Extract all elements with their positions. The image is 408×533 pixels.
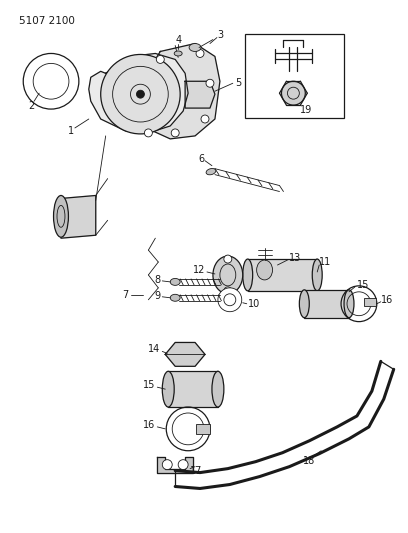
Text: 15: 15 (143, 380, 155, 390)
Circle shape (156, 55, 164, 63)
Ellipse shape (170, 294, 180, 301)
Text: 16: 16 (143, 420, 155, 430)
Ellipse shape (206, 168, 216, 175)
Circle shape (171, 129, 179, 137)
Text: 14: 14 (148, 344, 160, 354)
Text: 9: 9 (154, 291, 160, 301)
Polygon shape (89, 53, 188, 133)
Polygon shape (157, 457, 193, 473)
Text: 5: 5 (235, 78, 241, 88)
Ellipse shape (312, 259, 322, 291)
Circle shape (162, 459, 172, 470)
Circle shape (196, 50, 204, 58)
Bar (245, 34, 344, 118)
Circle shape (101, 54, 180, 134)
Text: 5107 2100: 5107 2100 (19, 15, 75, 26)
Text: 8: 8 (154, 275, 160, 285)
Bar (304, 290, 349, 318)
Ellipse shape (257, 260, 273, 280)
Ellipse shape (213, 256, 243, 294)
Polygon shape (140, 44, 220, 139)
Bar (364, 298, 376, 306)
Ellipse shape (189, 44, 201, 52)
Ellipse shape (344, 290, 354, 318)
Circle shape (136, 90, 144, 98)
Text: 6: 6 (199, 154, 205, 164)
Polygon shape (61, 196, 96, 238)
Text: 4: 4 (175, 35, 181, 45)
Text: 12: 12 (193, 265, 205, 275)
Bar (248, 259, 317, 291)
Circle shape (201, 115, 209, 123)
Circle shape (144, 129, 152, 137)
Circle shape (218, 288, 242, 312)
Polygon shape (165, 343, 205, 366)
Text: 16: 16 (381, 295, 393, 305)
Text: 2: 2 (28, 101, 34, 111)
Ellipse shape (174, 51, 182, 56)
Ellipse shape (53, 196, 69, 237)
Text: 19: 19 (300, 105, 313, 115)
Bar (196, 424, 210, 434)
Bar (168, 372, 218, 407)
Circle shape (178, 459, 188, 470)
Text: 13: 13 (289, 253, 302, 263)
Text: 11: 11 (319, 257, 331, 267)
Ellipse shape (299, 290, 309, 318)
Circle shape (206, 79, 214, 87)
Ellipse shape (212, 372, 224, 407)
Ellipse shape (243, 259, 253, 291)
Polygon shape (185, 81, 215, 108)
Circle shape (282, 81, 305, 105)
Ellipse shape (162, 372, 174, 407)
Text: 10: 10 (248, 298, 260, 309)
Circle shape (224, 255, 232, 263)
Text: 3: 3 (217, 30, 223, 39)
Text: 17: 17 (190, 466, 202, 475)
Ellipse shape (170, 278, 180, 285)
Text: 7: 7 (122, 290, 129, 300)
Text: 15: 15 (357, 280, 369, 290)
Text: 18: 18 (303, 456, 315, 466)
Circle shape (224, 287, 232, 295)
Text: 1: 1 (68, 126, 74, 136)
